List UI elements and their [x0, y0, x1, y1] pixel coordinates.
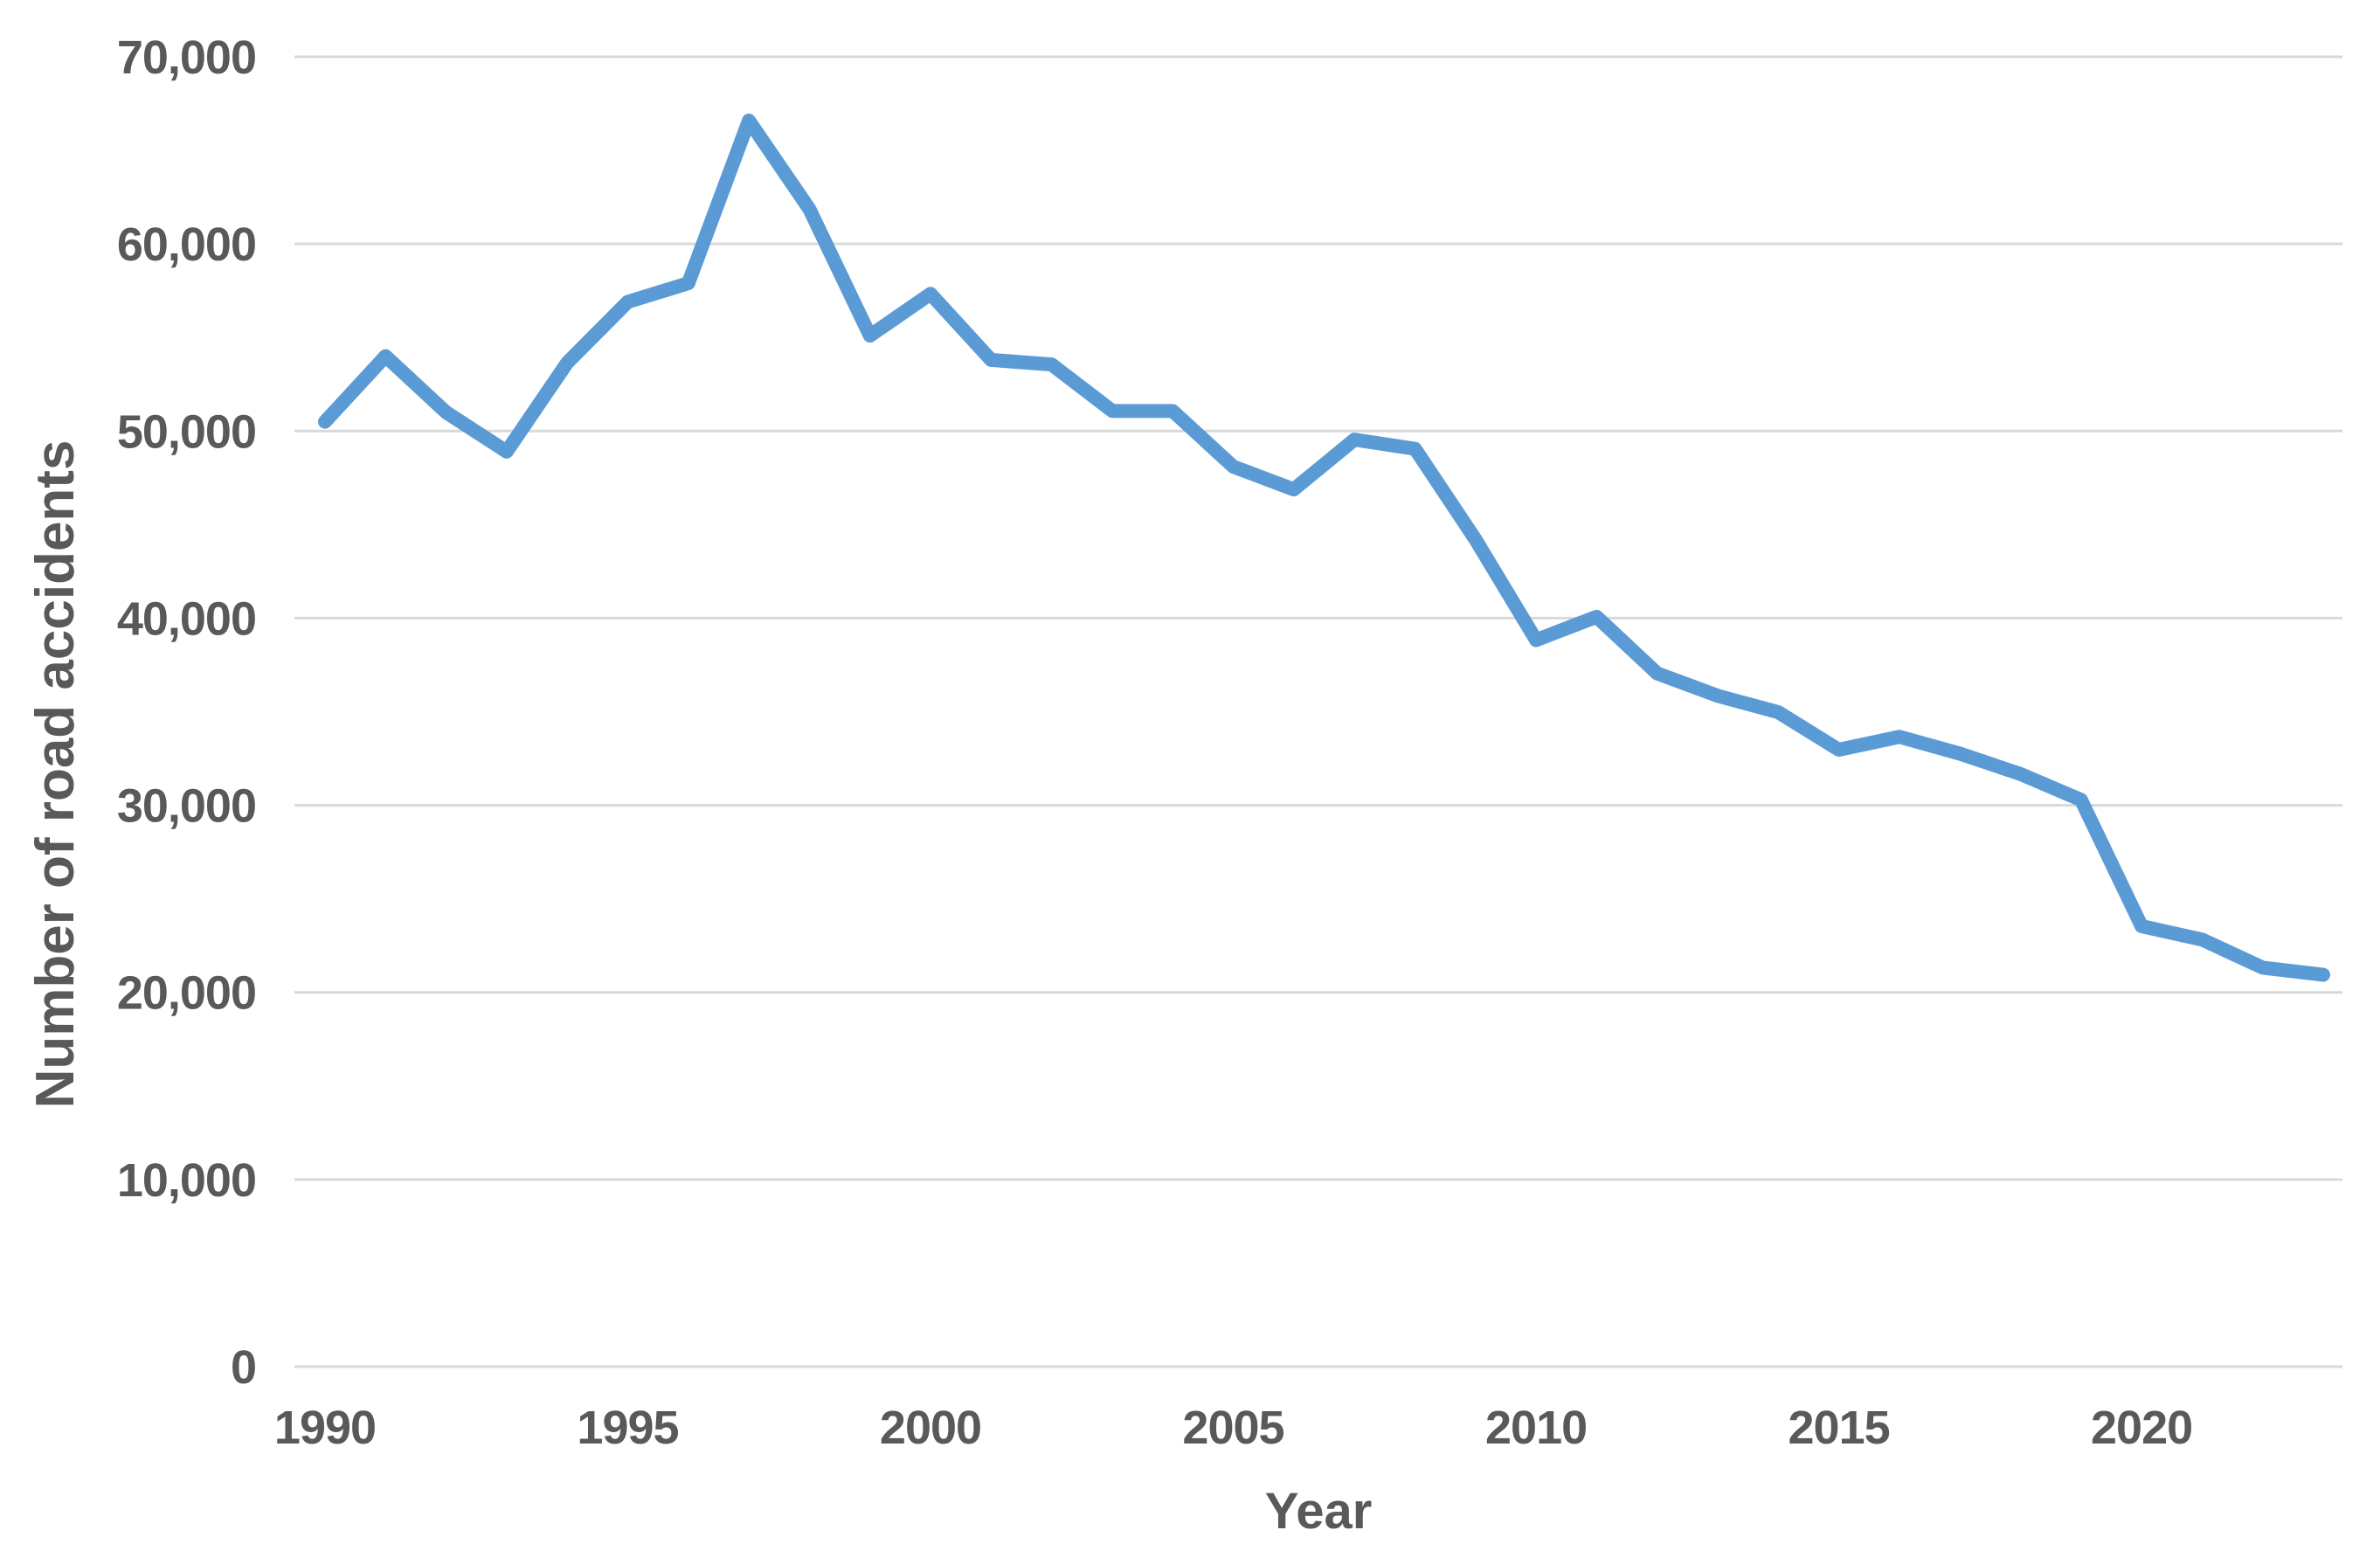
y-tick-label: 10,000 [117, 1154, 256, 1207]
y-tick-label: 70,000 [117, 31, 256, 84]
x-axis-tick-labels: 1990 1995 2000 2005 2010 2015 2020 [274, 1402, 2193, 1454]
y-tick-label: 20,000 [117, 967, 256, 1020]
x-tick-label: 2015 [1788, 1402, 1890, 1454]
x-axis-title: Year [1265, 1483, 1373, 1540]
y-tick-label: 30,000 [117, 780, 256, 833]
x-tick-label: 2005 [1182, 1402, 1283, 1454]
x-tick-label: 2000 [880, 1402, 981, 1454]
gridlines [294, 55, 2342, 1368]
y-tick-label: 0 [231, 1341, 256, 1394]
x-tick-label: 1990 [274, 1402, 376, 1454]
y-axis-tick-labels: 0 10,000 20,000 30,000 40,000 50,000 60,000 70,… [117, 31, 257, 1394]
y-tick-label: 60,000 [117, 218, 256, 271]
y-axis-title: Number of road accidents [25, 440, 86, 1109]
y-tick-label: 40,000 [117, 592, 256, 645]
y-tick-label: 50,000 [117, 405, 256, 458]
x-tick-label: 1995 [577, 1402, 678, 1454]
accidents-line-series [318, 114, 2330, 982]
x-tick-label: 2020 [2091, 1402, 2192, 1454]
x-tick-label: 2010 [1485, 1402, 1587, 1454]
